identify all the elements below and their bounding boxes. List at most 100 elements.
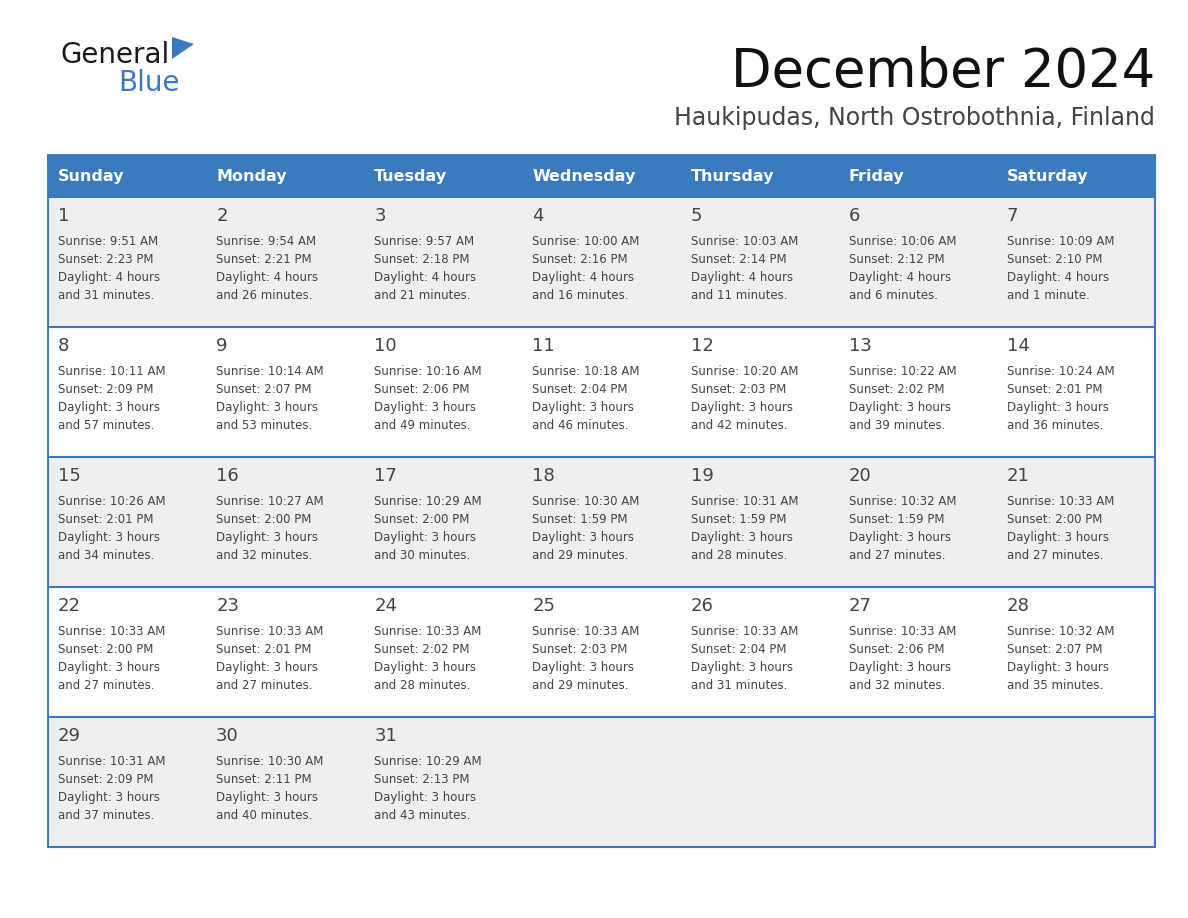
Text: Daylight: 3 hours: Daylight: 3 hours [374,401,476,414]
Text: Sunrise: 9:57 AM: Sunrise: 9:57 AM [374,235,474,248]
Text: Sunset: 2:16 PM: Sunset: 2:16 PM [532,253,628,266]
Text: and 53 minutes.: and 53 minutes. [216,419,312,432]
Text: Daylight: 3 hours: Daylight: 3 hours [58,401,160,414]
Text: 9: 9 [216,337,228,355]
Text: Sunrise: 10:32 AM: Sunrise: 10:32 AM [848,495,956,508]
Text: 7: 7 [1007,207,1018,225]
Text: Daylight: 3 hours: Daylight: 3 hours [1007,401,1108,414]
Text: Daylight: 3 hours: Daylight: 3 hours [216,791,318,804]
Text: 10: 10 [374,337,397,355]
Text: and 26 minutes.: and 26 minutes. [216,289,312,302]
Text: and 42 minutes.: and 42 minutes. [690,419,788,432]
Text: Sunset: 2:00 PM: Sunset: 2:00 PM [1007,513,1102,526]
Text: and 40 minutes.: and 40 minutes. [216,809,312,822]
Text: Sunset: 2:07 PM: Sunset: 2:07 PM [216,383,311,396]
Text: 22: 22 [58,597,81,615]
Text: Sunrise: 10:33 AM: Sunrise: 10:33 AM [58,625,165,638]
Text: and 34 minutes.: and 34 minutes. [58,549,154,562]
Text: and 32 minutes.: and 32 minutes. [216,549,312,562]
Bar [48,457,1155,587]
Text: Sunrise: 9:51 AM: Sunrise: 9:51 AM [58,235,158,248]
Text: Sunset: 2:01 PM: Sunset: 2:01 PM [58,513,153,526]
Text: Sunset: 2:04 PM: Sunset: 2:04 PM [690,643,786,656]
Text: Sunset: 2:06 PM: Sunset: 2:06 PM [374,383,469,396]
Text: Wednesday: Wednesday [532,169,636,184]
Text: Sunrise: 10:30 AM: Sunrise: 10:30 AM [532,495,640,508]
Text: 8: 8 [58,337,69,355]
Text: Sunrise: 10:33 AM: Sunrise: 10:33 AM [848,625,956,638]
Text: 24: 24 [374,597,397,615]
Text: 16: 16 [216,467,239,485]
Text: Sunset: 2:00 PM: Sunset: 2:00 PM [58,643,153,656]
Text: Daylight: 3 hours: Daylight: 3 hours [532,531,634,544]
Text: Daylight: 4 hours: Daylight: 4 hours [848,271,950,284]
Text: Sunrise: 10:24 AM: Sunrise: 10:24 AM [1007,365,1114,378]
Text: Daylight: 4 hours: Daylight: 4 hours [216,271,318,284]
Text: and 27 minutes.: and 27 minutes. [848,549,946,562]
Text: Daylight: 4 hours: Daylight: 4 hours [532,271,634,284]
Text: Sunrise: 9:54 AM: Sunrise: 9:54 AM [216,235,316,248]
Text: Daylight: 3 hours: Daylight: 3 hours [690,531,792,544]
Text: 1: 1 [58,207,69,225]
Text: Sunset: 2:01 PM: Sunset: 2:01 PM [1007,383,1102,396]
Text: Monday: Monday [216,169,286,184]
Text: Sunrise: 10:14 AM: Sunrise: 10:14 AM [216,365,324,378]
Text: Sunrise: 10:31 AM: Sunrise: 10:31 AM [690,495,798,508]
Text: Sunset: 2:21 PM: Sunset: 2:21 PM [216,253,311,266]
Text: Sunrise: 10:00 AM: Sunrise: 10:00 AM [532,235,640,248]
Text: 6: 6 [848,207,860,225]
Text: Sunrise: 10:16 AM: Sunrise: 10:16 AM [374,365,482,378]
Text: and 39 minutes.: and 39 minutes. [848,419,946,432]
Text: Sunrise: 10:27 AM: Sunrise: 10:27 AM [216,495,324,508]
Text: Daylight: 4 hours: Daylight: 4 hours [374,271,476,284]
Text: Sunset: 2:07 PM: Sunset: 2:07 PM [1007,643,1102,656]
Text: Daylight: 3 hours: Daylight: 3 hours [216,661,318,674]
Text: Daylight: 3 hours: Daylight: 3 hours [58,531,160,544]
Text: 17: 17 [374,467,397,485]
Text: Tuesday: Tuesday [374,169,448,184]
Text: Sunset: 2:14 PM: Sunset: 2:14 PM [690,253,786,266]
Text: 19: 19 [690,467,714,485]
Text: Sunset: 2:13 PM: Sunset: 2:13 PM [374,773,469,786]
Bar [48,327,1155,457]
Text: and 11 minutes.: and 11 minutes. [690,289,788,302]
Text: 18: 18 [532,467,555,485]
Text: Daylight: 3 hours: Daylight: 3 hours [532,401,634,414]
Text: 20: 20 [848,467,872,485]
Text: Sunday: Sunday [58,169,125,184]
Text: Saturday: Saturday [1007,169,1088,184]
Text: Sunrise: 10:29 AM: Sunrise: 10:29 AM [374,495,482,508]
Text: and 31 minutes.: and 31 minutes. [690,679,786,692]
Text: Sunrise: 10:26 AM: Sunrise: 10:26 AM [58,495,165,508]
Text: 26: 26 [690,597,714,615]
Text: Sunrise: 10:33 AM: Sunrise: 10:33 AM [1007,495,1114,508]
Text: Sunset: 2:09 PM: Sunset: 2:09 PM [58,773,153,786]
Text: and 37 minutes.: and 37 minutes. [58,809,154,822]
Text: Daylight: 3 hours: Daylight: 3 hours [1007,661,1108,674]
Bar [48,717,1155,847]
Text: 31: 31 [374,727,397,745]
Text: 14: 14 [1007,337,1030,355]
Text: Sunset: 2:09 PM: Sunset: 2:09 PM [58,383,153,396]
Text: Daylight: 4 hours: Daylight: 4 hours [1007,271,1108,284]
Text: 21: 21 [1007,467,1030,485]
Text: Sunset: 2:18 PM: Sunset: 2:18 PM [374,253,469,266]
Text: and 16 minutes.: and 16 minutes. [532,289,628,302]
Text: Sunset: 2:23 PM: Sunset: 2:23 PM [58,253,153,266]
Bar [48,155,1155,197]
Text: 15: 15 [58,467,81,485]
Text: Daylight: 4 hours: Daylight: 4 hours [690,271,792,284]
Text: December 2024: December 2024 [731,46,1155,98]
Polygon shape [172,37,194,59]
Text: 11: 11 [532,337,555,355]
Text: and 30 minutes.: and 30 minutes. [374,549,470,562]
Text: Sunrise: 10:03 AM: Sunrise: 10:03 AM [690,235,798,248]
Text: Sunset: 2:01 PM: Sunset: 2:01 PM [216,643,311,656]
Bar [48,197,1155,327]
Text: Daylight: 3 hours: Daylight: 3 hours [58,791,160,804]
Text: 13: 13 [848,337,872,355]
Text: Sunrise: 10:32 AM: Sunrise: 10:32 AM [1007,625,1114,638]
Bar [48,587,1155,717]
Text: and 49 minutes.: and 49 minutes. [374,419,470,432]
Text: and 57 minutes.: and 57 minutes. [58,419,154,432]
